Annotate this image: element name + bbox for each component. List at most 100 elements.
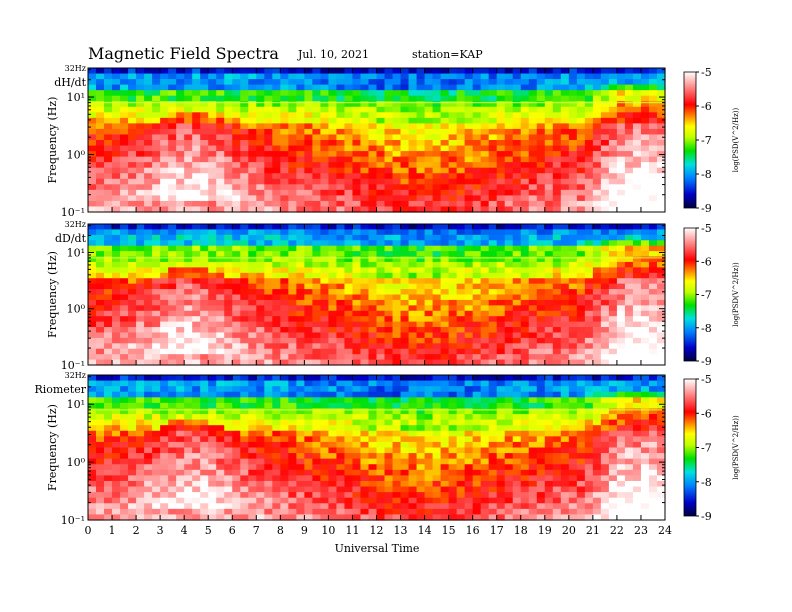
heatmap-cell (88, 343, 97, 350)
heatmap-cell (376, 492, 386, 499)
heatmap-cell (248, 101, 257, 108)
heatmap-cell (656, 84, 666, 91)
heatmap-cell (232, 294, 241, 301)
heatmap-cell (624, 112, 634, 119)
heatmap-cell (384, 272, 394, 279)
heatmap-cell (320, 332, 330, 339)
heatmap-cell (248, 464, 257, 471)
heatmap-cell (480, 112, 490, 119)
heatmap-cell (400, 380, 410, 387)
heatmap-cell (144, 343, 153, 350)
heatmap-cell (112, 359, 121, 366)
heatmap-cell (312, 256, 321, 263)
heatmap-cell (432, 184, 442, 191)
heatmap-cell (112, 316, 121, 323)
heatmap-cell (368, 475, 378, 482)
heatmap-cell (496, 234, 506, 241)
heatmap-cell (376, 480, 386, 488)
heatmap-cell (392, 90, 402, 97)
heatmap-cell (280, 200, 289, 208)
heatmap-cell (392, 375, 402, 382)
heatmap-cell (320, 425, 330, 432)
heatmap-cell (152, 90, 161, 97)
heatmap-cell (520, 240, 530, 247)
heatmap-cell (568, 145, 578, 152)
heatmap-cell (384, 332, 394, 339)
heatmap-cell (328, 224, 338, 231)
heatmap-cell (352, 101, 362, 108)
heatmap-cell (256, 430, 265, 437)
heatmap-cell (616, 73, 626, 80)
heatmap-cell (168, 289, 177, 296)
heatmap-cell (256, 343, 265, 350)
heatmap-cell (656, 123, 666, 130)
heatmap-cell (464, 321, 474, 328)
heatmap-cell (208, 106, 217, 113)
heatmap-cell (336, 173, 346, 180)
heatmap-cell (392, 447, 402, 454)
heatmap-cell (280, 95, 289, 102)
heatmap-cell (368, 206, 378, 213)
heatmap-cell (448, 289, 458, 296)
heatmap-cell (176, 305, 185, 312)
heatmap-cell (304, 224, 313, 231)
heatmap-cell (128, 128, 137, 136)
heatmap-cell (320, 321, 330, 328)
heatmap-cell (376, 123, 386, 130)
heatmap-cell (224, 229, 233, 236)
heatmap-cell (384, 184, 394, 191)
heatmap-cell (216, 497, 225, 504)
heatmap-cell (112, 245, 121, 252)
heatmap-cell (200, 310, 209, 317)
heatmap-cell (608, 310, 618, 317)
heatmap-cell (256, 261, 265, 268)
heatmap-cell (360, 316, 370, 323)
heatmap-cell (416, 224, 426, 231)
heatmap-cell (360, 354, 370, 361)
heatmap-cell (248, 84, 257, 91)
heatmap-cell (320, 189, 330, 196)
heatmap-cell (128, 348, 137, 355)
heatmap-cell (640, 156, 650, 163)
heatmap-cell (320, 151, 330, 158)
heatmap-cell (432, 206, 442, 213)
heatmap-cell (376, 95, 386, 102)
heatmap-cell (400, 402, 410, 410)
heatmap-cells (88, 68, 666, 213)
heatmap-cell (120, 294, 129, 301)
heatmap-cells (88, 375, 666, 521)
heatmap-cell (216, 327, 225, 334)
heatmap-cell (192, 343, 201, 350)
heatmap-cell (392, 112, 402, 119)
heatmap-cell (432, 178, 442, 185)
heatmap-cell (376, 402, 386, 410)
heatmap-cell (136, 134, 145, 141)
heatmap-cell (352, 436, 362, 443)
heatmap-cell (488, 229, 498, 236)
heatmap-cell (232, 123, 241, 130)
heatmap-cell (176, 200, 185, 208)
heatmap-cell (360, 206, 370, 213)
heatmap-cell (576, 251, 586, 258)
heatmap-cell (352, 514, 362, 521)
heatmap-cell (280, 503, 289, 510)
heatmap-cell (568, 261, 578, 268)
heatmap-cell (152, 184, 161, 191)
heatmap-cell (344, 348, 354, 355)
heatmap-cell (392, 140, 402, 147)
heatmap-cell (448, 68, 458, 75)
heatmap-cell (208, 101, 217, 108)
heatmap-cell (552, 234, 562, 241)
heatmap-cell (312, 240, 321, 247)
heatmap-cell (336, 178, 346, 185)
heatmap-cell (360, 475, 370, 482)
heatmap-cell (632, 359, 642, 366)
heatmap-cell (336, 184, 346, 191)
heatmap-cell (448, 128, 458, 136)
heatmap-cell (360, 283, 370, 290)
heatmap-cell (192, 162, 201, 169)
heatmap-cell (320, 316, 330, 323)
heatmap-cell (192, 156, 201, 163)
heatmap-cell (488, 68, 498, 75)
heatmap-cell (280, 178, 289, 185)
